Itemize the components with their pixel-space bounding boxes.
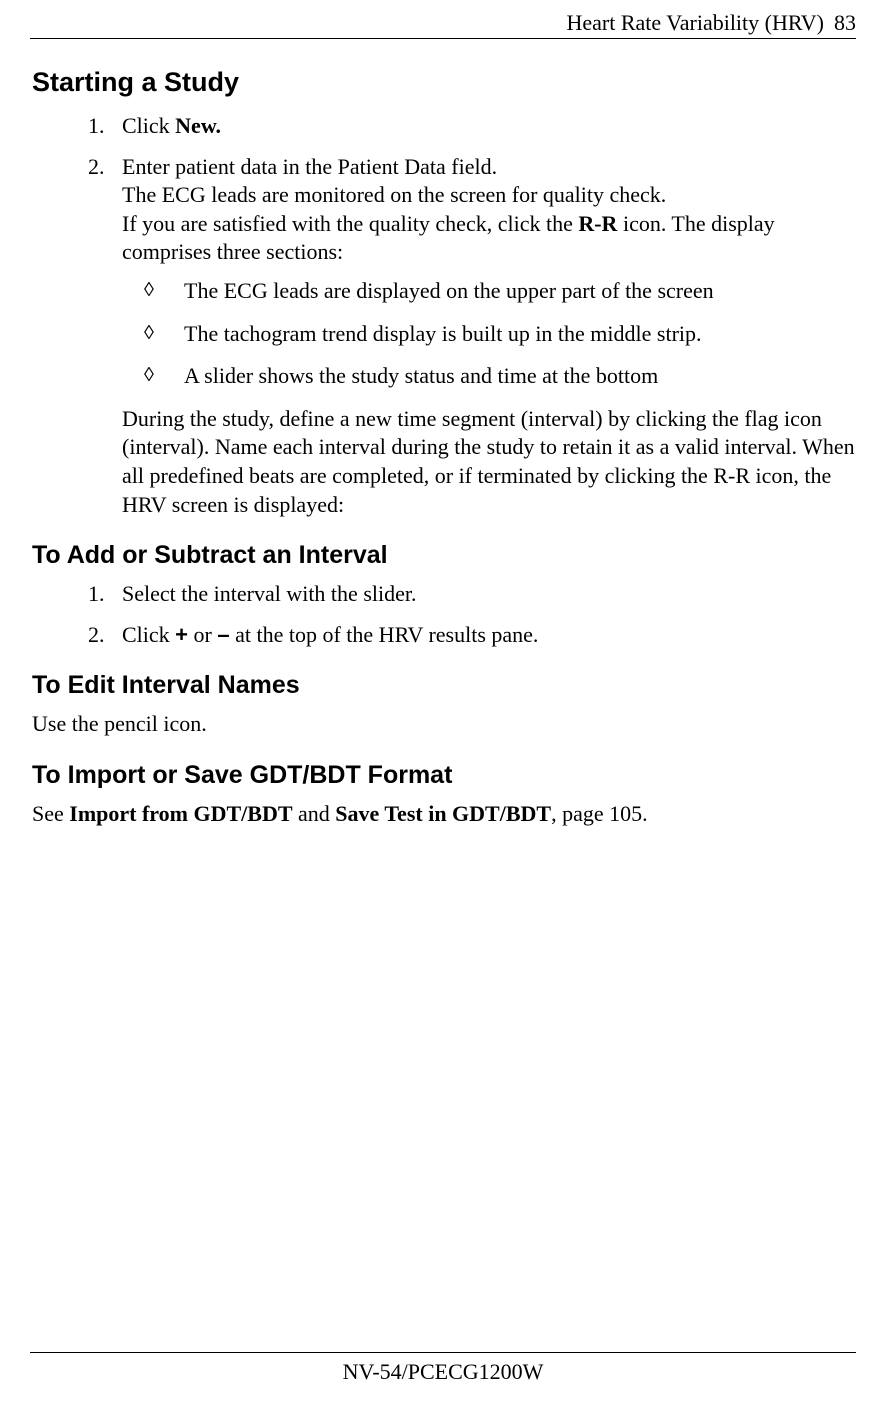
page-footer: NV-54/PCECG1200W: [30, 1352, 856, 1385]
footer-text: NV-54/PCECG1200W: [343, 1359, 544, 1384]
add-subtract-steps: Select the interval with the slider. Cli…: [32, 580, 856, 649]
page-number: 83: [834, 10, 856, 36]
import-save-body: See Import from GDT/BDT and Save Test in…: [32, 800, 856, 829]
heading-edit-interval-names: To Edit Interval Names: [32, 671, 856, 700]
text-page-ref: , page 105.: [551, 801, 648, 826]
minus-symbol: –: [217, 622, 229, 647]
step2-note: During the study, define a new time segm…: [122, 405, 856, 519]
bold-save-test-gdt-bdt: Save Test in GDT/BDT: [335, 801, 551, 826]
page-container: Heart Rate Variability (HRV) 83 Starting…: [0, 0, 886, 1405]
bold-new: New.: [175, 113, 221, 138]
starting-study-steps: Click New. Enter patient data in the Pat…: [32, 112, 856, 519]
list-item: The ECG leads are displayed on the upper…: [144, 277, 856, 306]
text-b: or: [188, 622, 217, 647]
list-item: A slider shows the study status and time…: [144, 362, 856, 391]
list-item: The tachogram trend display is built up …: [144, 320, 856, 349]
step-select-interval: Select the interval with the slider.: [110, 580, 856, 609]
heading-add-subtract-interval: To Add or Subtract an Interval: [32, 541, 856, 570]
step2-line2: The ECG leads are monitored on the scree…: [122, 182, 666, 207]
edit-interval-body: Use the pencil icon.: [32, 710, 856, 739]
step-enter-patient-data: Enter patient data in the Patient Data f…: [110, 153, 856, 520]
text-and: and: [293, 801, 336, 826]
step2-line3a: If you are satisfied with the quality ch…: [122, 211, 578, 236]
heading-import-save-gdt-bdt: To Import or Save GDT/BDT Format: [32, 761, 856, 790]
plus-symbol: +: [175, 622, 188, 647]
page-header: Heart Rate Variability (HRV) 83: [30, 10, 856, 39]
header-chapter-title: Heart Rate Variability (HRV): [567, 10, 824, 36]
text-see: See: [32, 801, 69, 826]
step-text: Click: [122, 113, 175, 138]
heading-starting-a-study: Starting a Study: [32, 67, 856, 98]
bold-r-r: R-R: [578, 211, 617, 236]
display-sections-list: The ECG leads are displayed on the upper…: [122, 277, 856, 391]
text-a: Click: [122, 622, 175, 647]
page-content: Starting a Study Click New. Enter patien…: [30, 67, 856, 1352]
step-click-new: Click New.: [110, 112, 856, 141]
step2-line1: Enter patient data in the Patient Data f…: [122, 154, 497, 179]
step-click-plus-minus: Click + or – at the top of the HRV resul…: [110, 621, 856, 650]
text-c: at the top of the HRV results pane.: [230, 622, 539, 647]
bold-import-gdt-bdt: Import from GDT/BDT: [69, 801, 292, 826]
